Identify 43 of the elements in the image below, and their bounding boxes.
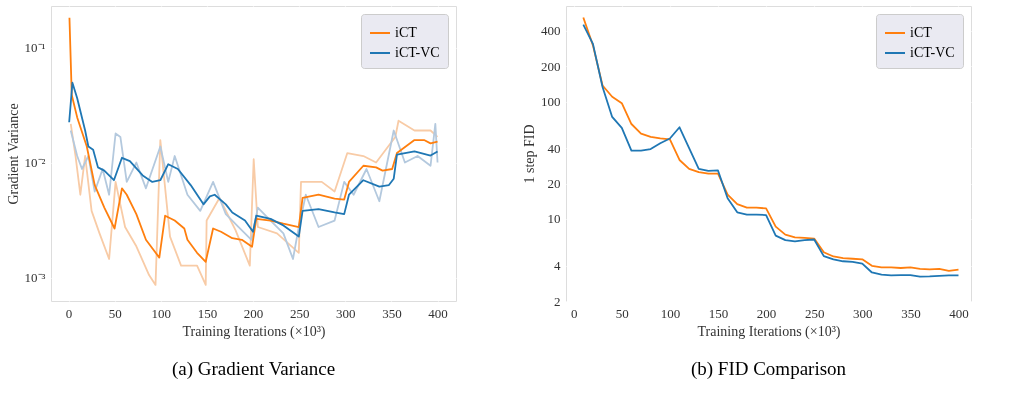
y-tick-label: 10 xyxy=(547,211,561,227)
y-axis-title: Gradient Variance xyxy=(5,103,21,205)
y-tick-label: 20 xyxy=(547,176,561,192)
x-tick-label: 350 xyxy=(901,305,921,321)
x-tick-label: 50 xyxy=(615,305,629,321)
x-tick-label: 0 xyxy=(65,305,73,321)
x-tick-label: 350 xyxy=(382,305,402,321)
line-series xyxy=(69,119,439,286)
text: (a) Gradient Variance xyxy=(171,358,336,380)
x-tick-label: 250 xyxy=(289,305,310,321)
legend-label: iCT-VC xyxy=(910,45,955,60)
x-tick-label: 150 xyxy=(708,305,729,321)
x-tick-label: 50 xyxy=(108,305,122,321)
y-tick-label: 10⁻² xyxy=(24,155,46,171)
line-series xyxy=(68,16,439,263)
x-tick-label: 150 xyxy=(197,305,218,321)
x-axis-title: Training Iterations (×10³) xyxy=(182,323,326,340)
y-tick-label: 400 xyxy=(541,23,561,39)
y-tick-label: 10⁻³ xyxy=(24,270,46,286)
x-tick-label: 0 xyxy=(570,305,578,321)
x-tick-label: 400 xyxy=(949,305,969,321)
y-tick-label: 10⁻¹ xyxy=(24,40,46,56)
y-axis-title: 1 step FID xyxy=(522,124,537,184)
line-series xyxy=(69,122,439,260)
x-tick-label: 300 xyxy=(336,305,356,321)
x-tick-label: 100 xyxy=(151,305,172,321)
x-tick-label: 250 xyxy=(804,305,825,321)
y-tick-label: 200 xyxy=(541,58,561,74)
y-tick-label: 4 xyxy=(554,258,561,274)
x-tick-label: 400 xyxy=(428,305,448,321)
y-tick-label: 2 xyxy=(554,293,561,309)
legend-label: iCT xyxy=(395,25,418,40)
y-tick-label: 100 xyxy=(541,94,561,110)
line-series xyxy=(68,81,439,238)
x-tick-label: 300 xyxy=(853,305,873,321)
legend-label: iCT xyxy=(910,25,933,40)
x-tick-label: 200 xyxy=(756,305,777,321)
x-axis-title: Training Iterations (×10³) xyxy=(697,323,841,340)
x-tick-label: 200 xyxy=(243,305,264,321)
x-tick-label: 100 xyxy=(660,305,681,321)
y-tick-label: 40 xyxy=(547,140,561,156)
legend-label: iCT-VC xyxy=(395,45,440,60)
text: (b) FID Comparison xyxy=(690,358,847,380)
